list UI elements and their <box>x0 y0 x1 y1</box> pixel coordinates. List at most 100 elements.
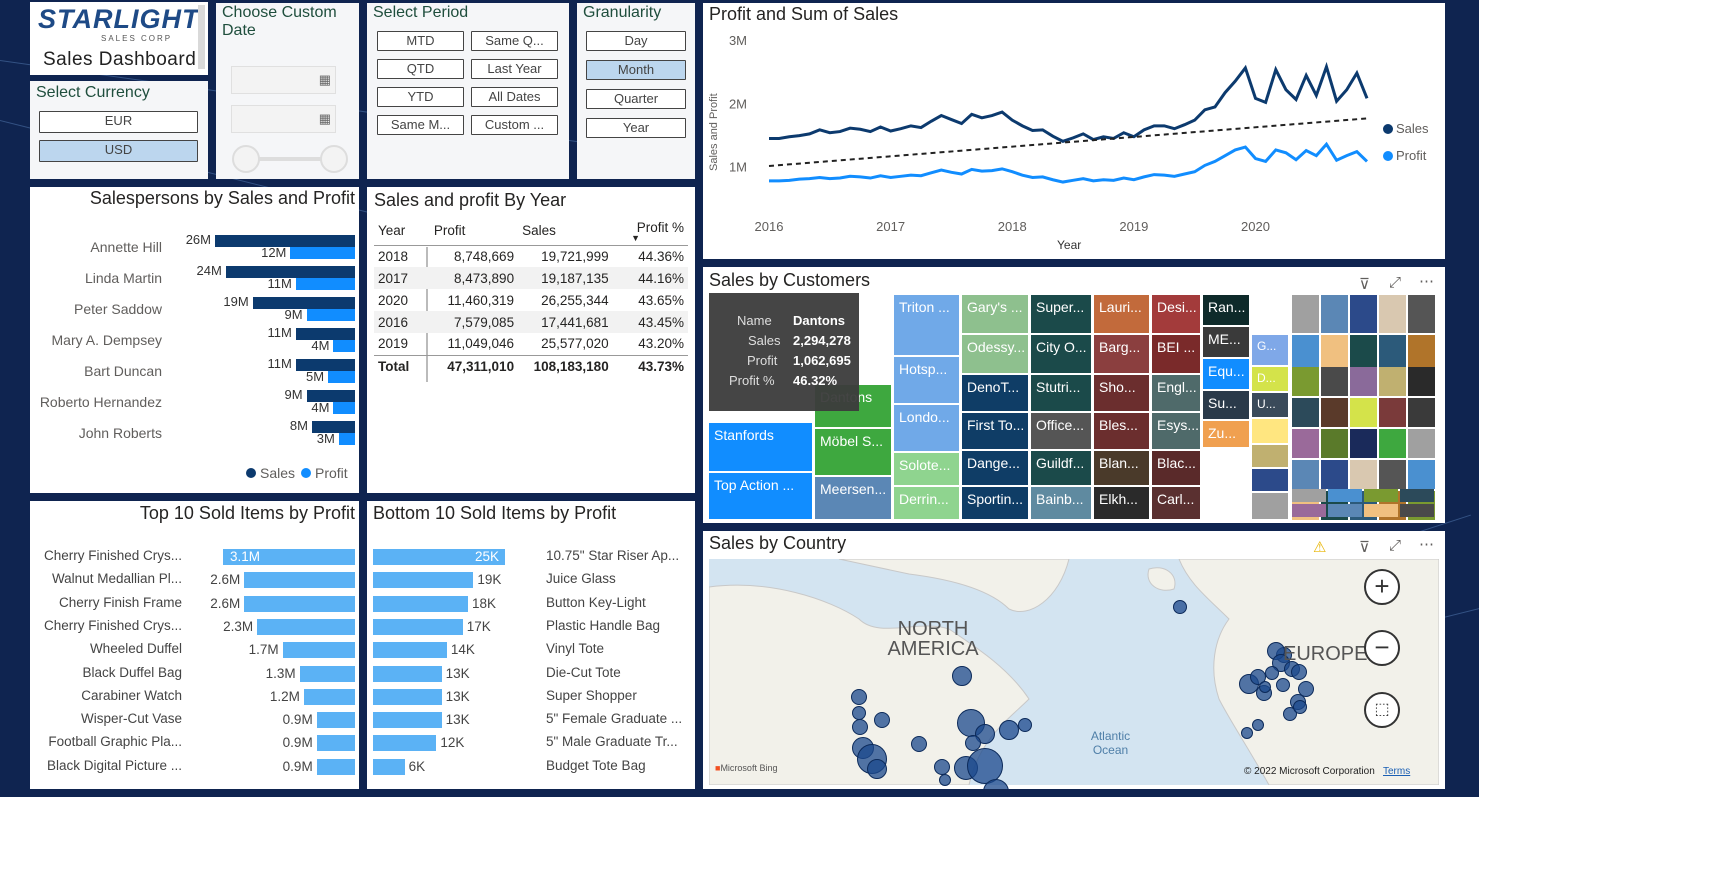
profit-bar[interactable] <box>373 688 442 705</box>
country-bubble[interactable] <box>1018 718 1032 732</box>
profit-bar[interactable] <box>290 247 355 259</box>
more-options-icon[interactable]: ⋯ <box>1419 273 1434 290</box>
period-all-dates-button[interactable]: All Dates <box>471 87 558 107</box>
treemap-tile[interactable] <box>1252 419 1288 443</box>
treemap-tile[interactable] <box>1292 504 1326 517</box>
treemap-tile[interactable] <box>1379 460 1406 489</box>
profit-bar[interactable] <box>244 595 355 612</box>
period-last-year-button[interactable]: Last Year <box>471 59 558 79</box>
treemap-tile[interactable] <box>1321 367 1348 396</box>
treemap-tile[interactable] <box>1408 460 1435 489</box>
treemap-tile[interactable]: DenoT... <box>962 375 1028 411</box>
focus-mode-icon[interactable]: ⤢ <box>1389 537 1402 554</box>
profit-bar[interactable] <box>244 572 355 589</box>
period-same-month-button[interactable]: Same M... <box>377 115 464 135</box>
col-year[interactable]: Year <box>378 223 406 239</box>
country-bubble[interactable] <box>952 666 972 686</box>
treemap-tile[interactable] <box>1292 398 1319 427</box>
treemap-tile[interactable]: Guildf... <box>1031 451 1091 485</box>
granularity-year-button[interactable]: Year <box>586 118 686 138</box>
zoom-out-button[interactable]: − <box>1364 630 1400 666</box>
start-date-input[interactable]: ▦ <box>231 66 336 94</box>
treemap-tile[interactable] <box>1364 504 1398 517</box>
treemap-tile[interactable] <box>1408 367 1435 396</box>
treemap-tile[interactable]: Derrin... <box>894 487 959 519</box>
sales-bar[interactable] <box>295 359 355 371</box>
treemap-tile[interactable]: Stanfords <box>709 423 812 471</box>
treemap-tile[interactable] <box>1350 335 1377 373</box>
country-bubble[interactable] <box>965 735 981 751</box>
treemap-tile[interactable]: Engl... <box>1152 375 1200 411</box>
granularity-day-button[interactable]: Day <box>586 31 686 51</box>
period-ytd-button[interactable]: YTD <box>377 87 464 107</box>
country-bubble[interactable] <box>934 759 950 775</box>
col-profit[interactable]: Profit <box>433 223 466 239</box>
treemap-tile[interactable] <box>1292 460 1319 489</box>
table-row[interactable]: 2017 8,473,890 19,187,135 44.16% <box>374 267 688 289</box>
country-bubble[interactable] <box>874 712 890 728</box>
treemap-tile[interactable]: G... <box>1252 335 1288 365</box>
profit-bar[interactable] <box>257 618 355 635</box>
sales-bar[interactable] <box>295 328 355 340</box>
profit-bar[interactable] <box>373 665 442 682</box>
treemap-tile[interactable]: D... <box>1252 367 1288 391</box>
treemap-tile[interactable]: Hotsp... <box>894 357 959 403</box>
profit-bar[interactable] <box>282 642 355 659</box>
treemap-tile[interactable]: Meersen... <box>815 477 891 519</box>
currency-usd-button[interactable]: USD <box>39 140 198 162</box>
treemap-tile[interactable] <box>1379 335 1406 373</box>
country-bubble[interactable] <box>1276 678 1290 692</box>
treemap-tile[interactable]: Blac... <box>1152 451 1200 485</box>
treemap-tile[interactable] <box>1252 445 1288 467</box>
treemap-tile[interactable]: Ran... <box>1203 295 1249 325</box>
profit-bar[interactable] <box>316 758 355 775</box>
treemap-tile[interactable] <box>1379 429 1406 458</box>
period-mtd-button[interactable]: MTD <box>377 31 464 51</box>
profit-bar[interactable] <box>373 572 474 589</box>
treemap-tile[interactable] <box>1350 295 1377 333</box>
treemap-tile[interactable] <box>1321 429 1348 458</box>
warning-icon[interactable]: ⚠ <box>1313 539 1327 556</box>
treemap-tile[interactable]: ME... <box>1203 327 1249 357</box>
col-sales[interactable]: Sales <box>522 223 556 239</box>
treemap-tile[interactable] <box>1292 429 1319 458</box>
treemap-tile[interactable]: Sho... <box>1094 375 1149 411</box>
country-bubble[interactable] <box>1241 727 1253 739</box>
treemap-tile[interactable]: Su... <box>1203 391 1249 419</box>
treemap-tile[interactable]: Carl... <box>1152 487 1200 519</box>
country-bubble[interactable] <box>1173 600 1187 614</box>
period-custom-button[interactable]: Custom ... <box>471 115 558 135</box>
treemap-tile[interactable]: BEI ... <box>1152 335 1200 373</box>
treemap-tile[interactable] <box>1379 398 1406 427</box>
treemap-tile[interactable] <box>1292 367 1319 396</box>
col-profit-pct[interactable]: Profit % ▼ <box>613 217 688 245</box>
treemap-tile[interactable]: Office... <box>1031 413 1091 449</box>
treemap-tile[interactable]: Triton ... <box>894 295 959 355</box>
focus-mode-icon[interactable]: ⤢ <box>1389 274 1402 291</box>
table-row[interactable]: 2018 8,748,669 19,721,999 44.36% <box>374 245 688 267</box>
country-bubble[interactable] <box>967 748 1003 784</box>
treemap-tile[interactable] <box>1252 469 1288 491</box>
country-bubble[interactable] <box>852 719 868 735</box>
profit-bar[interactable] <box>373 642 447 659</box>
treemap-tile[interactable] <box>1321 295 1348 333</box>
treemap-tile[interactable] <box>1328 504 1362 517</box>
sales-bar[interactable] <box>215 235 355 247</box>
profit-bar[interactable] <box>333 340 355 352</box>
treemap-tile[interactable]: City O... <box>1031 335 1091 373</box>
map-terms-link[interactable]: Terms <box>1383 766 1411 777</box>
treemap-tile[interactable]: Bainb... <box>1031 487 1091 519</box>
country-bubble[interactable] <box>1293 700 1307 714</box>
treemap-tile[interactable]: First To... <box>962 413 1028 449</box>
treemap-tile[interactable] <box>1379 295 1406 333</box>
country-bubble[interactable] <box>1298 681 1314 697</box>
treemap-tile[interactable]: Equ... <box>1203 359 1249 389</box>
slider-handle-start[interactable] <box>232 145 260 173</box>
treemap-tile[interactable] <box>1408 295 1435 333</box>
treemap-tile[interactable] <box>1292 489 1326 502</box>
slider-handle-end[interactable] <box>320 145 348 173</box>
treemap-tile[interactable]: Bles... <box>1094 413 1149 449</box>
sales-bar[interactable] <box>225 266 355 278</box>
end-date-input[interactable]: ▦ <box>231 105 336 133</box>
table-row[interactable]: 2020 11,460,319 26,255,344 43.65% <box>374 289 688 311</box>
